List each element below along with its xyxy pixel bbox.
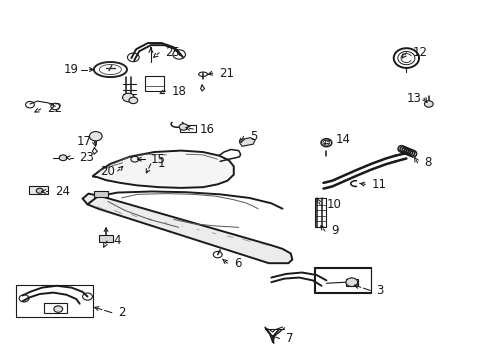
Text: 23: 23: [79, 151, 94, 164]
Text: 1: 1: [157, 157, 164, 170]
Text: 14: 14: [335, 133, 350, 146]
Text: 16: 16: [199, 122, 214, 136]
Bar: [315, 267, 370, 292]
Text: 25: 25: [165, 46, 180, 59]
Circle shape: [179, 124, 187, 130]
Text: 19: 19: [63, 63, 79, 76]
Bar: [29, 186, 48, 194]
Bar: [180, 126, 195, 132]
Text: 20: 20: [100, 165, 115, 177]
Text: 10: 10: [326, 198, 341, 211]
Circle shape: [54, 306, 62, 312]
Text: 21: 21: [219, 67, 234, 80]
Circle shape: [89, 132, 102, 141]
Circle shape: [345, 278, 357, 287]
Text: 4: 4: [113, 234, 121, 247]
Text: 7: 7: [285, 332, 293, 345]
Text: 9: 9: [330, 224, 338, 238]
Text: 18: 18: [171, 85, 186, 98]
Text: 3: 3: [376, 284, 383, 297]
Bar: [144, 76, 163, 91]
Polygon shape: [92, 150, 233, 188]
Bar: [345, 279, 357, 286]
Circle shape: [59, 155, 67, 161]
Bar: [16, 285, 93, 317]
Text: 13: 13: [406, 92, 421, 105]
Bar: [99, 234, 113, 242]
Circle shape: [122, 93, 134, 102]
Circle shape: [129, 97, 138, 104]
Text: 22: 22: [47, 103, 62, 116]
Text: 11: 11: [371, 178, 386, 191]
Text: 15: 15: [151, 153, 165, 166]
Text: 2: 2: [118, 306, 125, 319]
Text: 6: 6: [233, 257, 241, 270]
Text: 8: 8: [423, 156, 430, 169]
Bar: [315, 198, 325, 227]
Text: 5: 5: [249, 130, 257, 143]
Circle shape: [36, 188, 43, 193]
Bar: [43, 303, 67, 314]
Polygon shape: [82, 194, 292, 263]
Bar: [94, 191, 108, 197]
Text: 24: 24: [55, 185, 70, 198]
Circle shape: [424, 101, 432, 107]
Text: 17: 17: [77, 135, 92, 148]
Polygon shape: [239, 138, 255, 146]
Bar: [313, 267, 370, 293]
Text: 12: 12: [412, 46, 427, 59]
